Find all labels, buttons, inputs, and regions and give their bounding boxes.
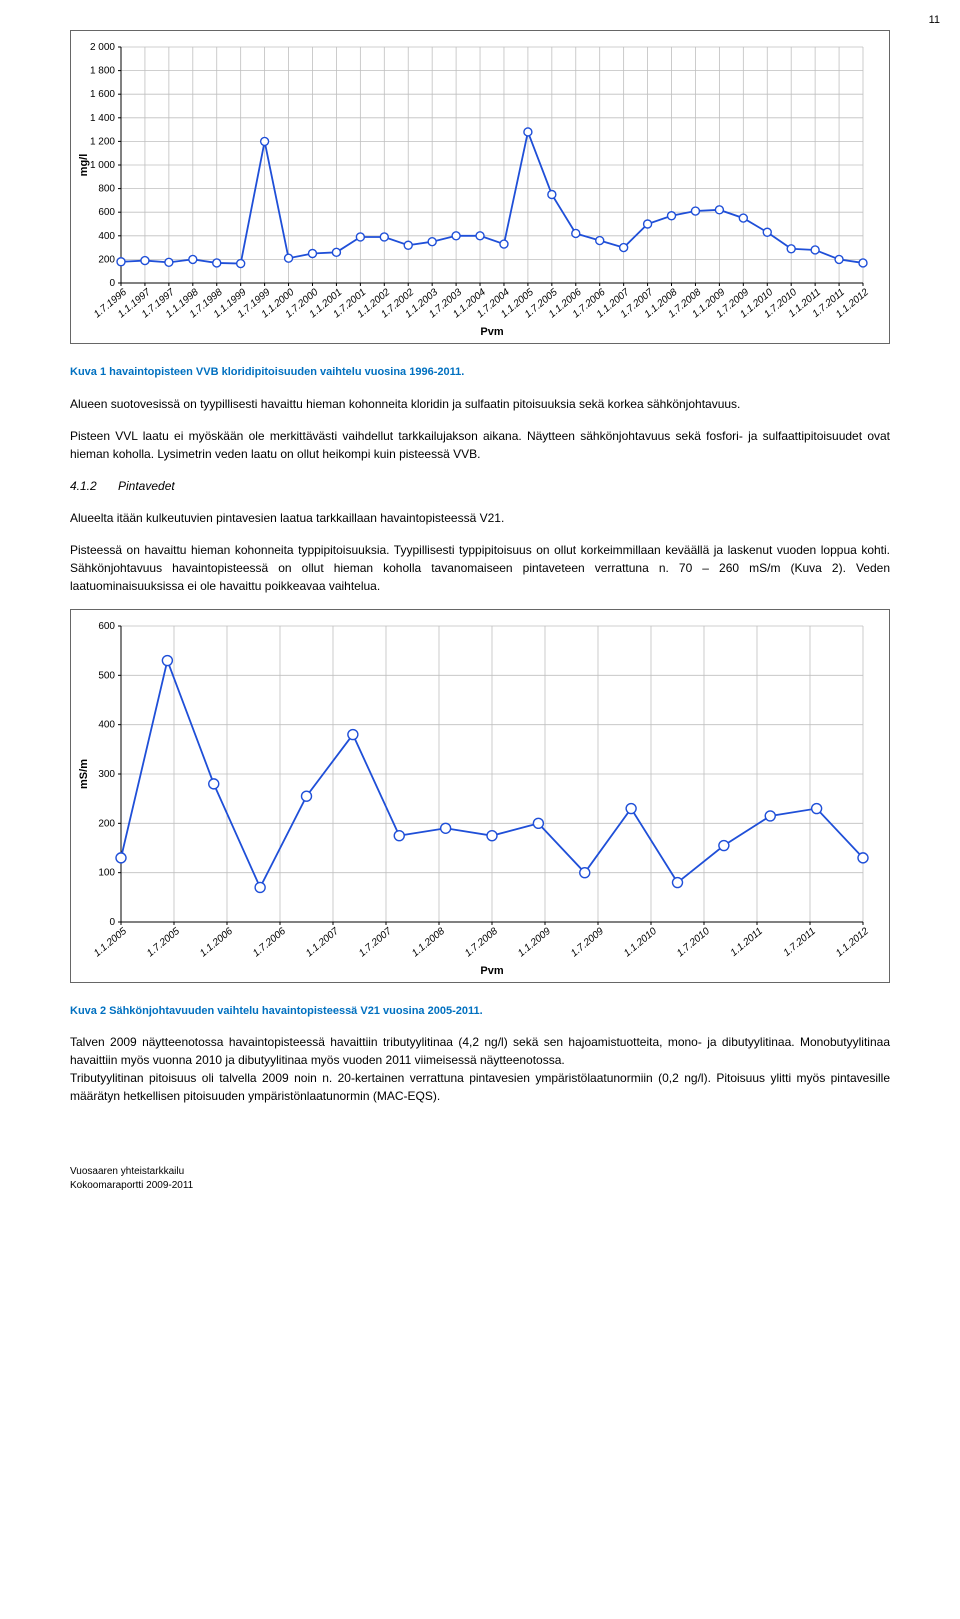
page-number: 11 — [929, 12, 940, 29]
caption-2: Kuva 2 Sähkönjohtavuuden vaihtelu havain… — [70, 1003, 890, 1020]
svg-text:1.7.2007: 1.7.2007 — [357, 925, 394, 959]
svg-text:1.7.2005: 1.7.2005 — [145, 925, 182, 959]
section-number: 4.1.2 — [70, 477, 118, 495]
svg-text:1.1.2009: 1.1.2009 — [516, 925, 553, 959]
footer-line-1: Vuosaaren yhteistarkkailu — [70, 1165, 890, 1179]
caption-1: Kuva 1 havaintopisteen VVB kloridipitois… — [70, 364, 890, 381]
svg-text:1.1.2011: 1.1.2011 — [729, 925, 765, 958]
svg-text:2 000: 2 000 — [90, 42, 115, 53]
svg-text:mS/m: mS/m — [78, 758, 90, 788]
svg-text:300: 300 — [98, 769, 115, 780]
svg-text:0: 0 — [109, 917, 115, 928]
paragraph-6: Tributyylitinan pitoisuus oli talvella 2… — [70, 1069, 890, 1105]
svg-text:1.7.2010: 1.7.2010 — [675, 925, 712, 959]
svg-text:200: 200 — [98, 818, 115, 829]
svg-text:600: 600 — [98, 207, 115, 218]
svg-text:400: 400 — [98, 231, 115, 242]
svg-text:1.1.2012: 1.1.2012 — [834, 925, 871, 959]
paragraph-5: Talven 2009 näytteenotossa havaintopiste… — [70, 1033, 890, 1069]
svg-text:1 000: 1 000 — [90, 160, 115, 171]
svg-text:500: 500 — [98, 670, 115, 681]
svg-text:600: 600 — [98, 621, 115, 632]
svg-text:1.7.2011: 1.7.2011 — [782, 925, 818, 958]
svg-text:200: 200 — [98, 254, 115, 265]
svg-text:mg/l: mg/l — [78, 154, 90, 177]
svg-text:1 400: 1 400 — [90, 113, 115, 124]
paragraph-2: Pisteen VVL laatu ei myöskään ole merkit… — [70, 427, 890, 463]
svg-text:1 800: 1 800 — [90, 66, 115, 77]
svg-text:1.7.2008: 1.7.2008 — [463, 925, 500, 959]
svg-text:0: 0 — [109, 278, 115, 289]
chart-2: 0 100 200 300 400 500 600 1.1.2005 1.7.2005 1.1.2… — [75, 618, 875, 978]
chart-1: 0 200 400 600 800 1 000 1 200 1 400 1 600 1 800 2 … — [75, 39, 875, 339]
section-heading: 4.1.2 Pintavedet — [70, 477, 890, 495]
section-title: Pintavedet — [118, 477, 175, 495]
svg-text:800: 800 — [98, 184, 115, 195]
svg-text:100: 100 — [98, 867, 115, 878]
svg-text:1.7.2006: 1.7.2006 — [251, 925, 288, 959]
paragraph-4: Pisteessä on havaittu hieman kohonneita … — [70, 541, 890, 595]
footer: Vuosaaren yhteistarkkailu Kokoomaraportt… — [70, 1165, 890, 1193]
svg-text:1.1.2005: 1.1.2005 — [92, 925, 129, 959]
svg-text:1 600: 1 600 — [90, 89, 115, 100]
svg-text:1.1.2006: 1.1.2006 — [198, 925, 235, 959]
svg-text:1.1.2010: 1.1.2010 — [622, 925, 659, 959]
svg-text:400: 400 — [98, 719, 115, 730]
chart-2-container: 0 100 200 300 400 500 600 1.1.2005 1.7.2005 1.1.2… — [70, 609, 890, 983]
footer-line-2: Kokoomaraportti 2009-2011 — [70, 1179, 890, 1193]
paragraph-3: Alueelta itään kulkeutuvien pintavesien … — [70, 509, 890, 527]
paragraph-1: Alueen suotovesissä on tyypillisesti hav… — [70, 395, 890, 413]
svg-text:1.7.2009: 1.7.2009 — [569, 925, 606, 959]
svg-text:Pvm: Pvm — [480, 965, 503, 977]
svg-text:1.1.2008: 1.1.2008 — [410, 925, 447, 959]
chart-1-container: 0 200 400 600 800 1 000 1 200 1 400 1 600 1 800 2 … — [70, 30, 890, 344]
svg-text:Pvm: Pvm — [480, 326, 503, 338]
svg-text:1 200: 1 200 — [90, 136, 115, 147]
svg-text:1.1.2007: 1.1.2007 — [304, 925, 341, 959]
